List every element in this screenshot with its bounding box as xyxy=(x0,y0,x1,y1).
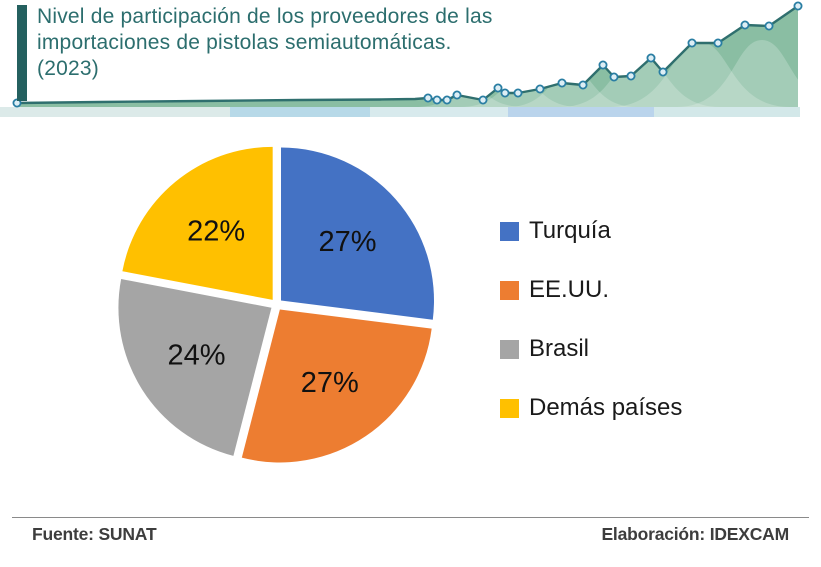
legend-item-brasil: Brasil xyxy=(500,335,682,362)
sparkline-dot xyxy=(12,98,22,108)
header: Nivel de participación de los proveedore… xyxy=(0,0,821,122)
sparkline-dot xyxy=(626,71,636,81)
sparkline-bell-curve xyxy=(560,55,720,107)
sparkline-dot xyxy=(513,88,523,98)
sparkline-baseline-strip xyxy=(508,107,654,117)
sparkline-baseline-strip xyxy=(230,107,370,117)
chart-title-line3: (2023) xyxy=(37,57,99,80)
chart-area: 27% 27% 24% 22% Turquía EE.UU. Brasil Demás… xyxy=(0,122,821,516)
sparkline-baseline-strip xyxy=(654,107,800,117)
chart-title: Nivel de participación de los proveedore… xyxy=(37,4,557,82)
title-accent-bar xyxy=(17,5,27,101)
sparkline-bell-curve xyxy=(610,42,790,107)
footer: Fuente: SUNAT Elaboración: IDEXCAM xyxy=(12,517,809,545)
pie-slice-turqu-a xyxy=(281,147,435,320)
legend-label-brasil: Brasil xyxy=(529,335,590,362)
sparkline-dot xyxy=(452,90,462,100)
legend-item-demas-paises: Demás países xyxy=(500,394,683,421)
sparkline-dot xyxy=(764,21,774,31)
sparkline-dot xyxy=(493,83,503,93)
sparkline-baseline-strip xyxy=(0,107,230,117)
sparkline-dot xyxy=(609,72,619,82)
sparkline-dot xyxy=(442,95,452,105)
sparkline-dot xyxy=(578,80,588,90)
chart-title-line1: Nivel de participación de los proveedore… xyxy=(37,5,493,28)
legend-label-eeuu: EE.UU. xyxy=(529,276,610,303)
sparkline-dot xyxy=(740,20,750,30)
pie-slice-label: 27% xyxy=(319,226,377,258)
sparkline-dot xyxy=(432,95,442,105)
sparkline-dot xyxy=(500,88,510,98)
sparkline-dot xyxy=(687,38,697,48)
sparkline-bell-curve xyxy=(677,40,798,107)
header-sparkline-graphic xyxy=(0,1,803,117)
pie-slice-brasil xyxy=(118,279,272,456)
legend-item-eeuu: EE.UU. xyxy=(500,276,682,303)
sparkline-dot xyxy=(478,95,488,105)
legend-swatch-demas-paises xyxy=(500,398,519,418)
legend-swatch-turquia xyxy=(500,221,519,241)
sparkline-dot xyxy=(535,84,545,94)
legend-label-turquia: Turquía xyxy=(529,217,611,244)
pie-slice-dem-s-pa-ses xyxy=(122,146,273,300)
sparkline-dot xyxy=(658,67,668,77)
pie-slice-label: 27% xyxy=(301,367,359,399)
sparkline-dot xyxy=(793,1,803,11)
pie-slice-label: 24% xyxy=(167,339,225,371)
sparkline-dot xyxy=(598,60,608,70)
legend-swatch-brasil xyxy=(500,339,519,359)
sparkline-dot xyxy=(646,53,656,63)
sparkline-baseline-strip xyxy=(370,107,508,117)
pie-chart: 27% 27% 24% 22% xyxy=(118,146,435,463)
sparkline-dot xyxy=(423,93,433,103)
sparkline-dot xyxy=(557,78,567,88)
legend-item-turquia: Turquía xyxy=(500,217,682,244)
sparkline-bell-curve xyxy=(507,70,637,107)
sparkline-area xyxy=(17,6,798,107)
legend: Turquía EE.UU. Brasil Demás países xyxy=(500,217,683,454)
elaboration-text: Elaboración: IDEXCAM xyxy=(601,524,789,544)
pie-slice-ee-uu- xyxy=(241,309,432,463)
legend-label-demas-paises: Demás países xyxy=(529,394,683,421)
pie-slice-label: 22% xyxy=(187,216,245,248)
legend-swatch-eeuu xyxy=(500,280,519,300)
sparkline-dot xyxy=(713,38,723,48)
chart-title-line2: importaciones de pistolas semiautomática… xyxy=(37,31,452,54)
source-text: Fuente: SUNAT xyxy=(32,524,157,544)
